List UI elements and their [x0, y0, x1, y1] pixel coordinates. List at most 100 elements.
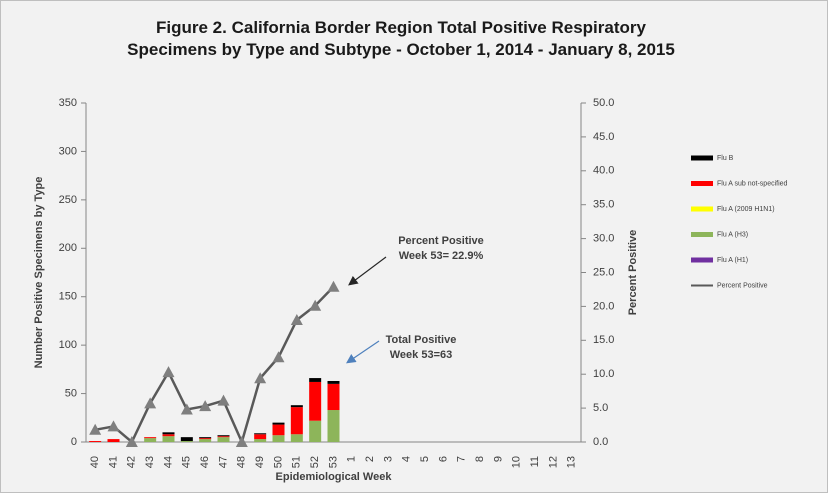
y2-tick-label: 10.0	[593, 368, 614, 380]
x-tick-label: 49	[254, 456, 266, 468]
x-tick-label: 9	[492, 456, 504, 462]
y-tick-label: 0	[71, 436, 77, 448]
x-tick-label: 10	[511, 456, 523, 468]
chart-title: Figure 2. California Border Region Total…	[127, 18, 675, 59]
marker	[290, 313, 303, 325]
bar	[272, 435, 285, 442]
y-tick-label: 350	[59, 97, 77, 109]
marker	[235, 436, 248, 447]
legend-label: Flu A (H3)	[717, 231, 748, 238]
y2-tick-label: 35.0	[593, 199, 614, 211]
bar	[254, 434, 267, 440]
legend-label: Percent Positive	[717, 282, 768, 289]
bar	[199, 438, 212, 440]
x-tick-label: 7	[456, 456, 468, 462]
marker	[125, 436, 138, 447]
x-tick-label: 11	[529, 456, 541, 467]
x-axis-label: Epidemiological Week	[276, 471, 393, 483]
bar	[217, 437, 230, 442]
y2-tick-label: 15.0	[593, 334, 614, 346]
annotation: Week 53=63	[390, 349, 453, 361]
legend-label: Flu A (2009 H1N1)	[717, 206, 775, 213]
x-tick-label: 13	[566, 456, 578, 468]
y-axis-label: Number Positive Specimens by Type	[33, 177, 45, 369]
bar	[162, 436, 175, 442]
y-tick-label: 50	[65, 387, 77, 399]
x-tick-label: 40	[89, 456, 101, 468]
y2-tick-label: 25.0	[593, 266, 614, 278]
y2-tick-label: 30.0	[593, 233, 614, 245]
x-tick-label: 51	[291, 456, 303, 468]
annotation: Total Positive	[386, 334, 457, 346]
y2-tick-label: 0.0	[593, 436, 608, 448]
y-tick-label: 100	[59, 339, 77, 351]
marker	[254, 372, 267, 384]
bar	[180, 441, 193, 442]
marker	[309, 299, 322, 311]
bar	[290, 434, 303, 442]
x-tick-label: 5	[419, 456, 431, 462]
bar	[89, 441, 102, 442]
bar	[327, 380, 340, 384]
x-tick-label: 45	[181, 456, 193, 468]
marker	[162, 366, 175, 378]
marker	[327, 280, 340, 292]
marker	[272, 351, 285, 363]
bar	[290, 407, 303, 435]
x-tick-label: 43	[144, 456, 156, 468]
bar	[144, 438, 157, 442]
marker	[217, 394, 230, 406]
x-tick-label: 52	[309, 456, 321, 468]
x-tick-label: 12	[547, 456, 559, 468]
y-tick-label: 200	[59, 242, 77, 254]
bar	[162, 432, 175, 435]
bar	[290, 405, 303, 408]
bar	[199, 437, 212, 439]
bar	[254, 439, 267, 442]
x-tick-label: 53	[327, 456, 339, 468]
bar	[309, 420, 322, 442]
y-tick-label: 300	[59, 145, 77, 157]
bar	[272, 422, 285, 425]
annotation: Percent Positive	[398, 235, 484, 247]
bar	[327, 410, 340, 442]
x-tick-label: 6	[437, 456, 449, 462]
x-tick-label: 4	[401, 456, 413, 462]
line	[94, 285, 335, 446]
x-tick-label: 44	[162, 456, 174, 468]
y-tick-label: 150	[59, 291, 77, 303]
x-tick-label: 42	[126, 456, 138, 468]
x-tick-label: 41	[107, 456, 119, 468]
legend-label: Flu B	[717, 155, 734, 162]
x-tick-label: 1	[346, 456, 358, 462]
y2-tick-label: 20.0	[593, 300, 614, 312]
legend-label: Flu A sub not-specified	[717, 180, 788, 187]
bar	[107, 439, 120, 442]
x-tick-label: 47	[217, 456, 229, 468]
x-tick-label: 3	[382, 456, 394, 462]
bar	[217, 435, 230, 437]
bar	[199, 439, 212, 442]
y2-tick-label: 50.0	[593, 97, 614, 109]
arrow	[348, 256, 387, 286]
y2-axis-label: Percent Positive	[627, 230, 639, 316]
x-tick-label: 8	[474, 456, 486, 462]
bar	[144, 437, 157, 439]
x-tick-label: 2	[364, 456, 376, 462]
bar	[180, 437, 193, 442]
y-tick-label: 250	[59, 194, 77, 206]
bar	[327, 383, 340, 411]
legend-label: Flu A (H1)	[717, 257, 748, 264]
marker	[199, 400, 212, 412]
marker	[107, 420, 120, 432]
marker	[89, 423, 102, 435]
annotation: Week 53= 22.9%	[399, 250, 484, 262]
arrow	[346, 340, 380, 364]
y2-tick-label: 5.0	[593, 402, 608, 414]
bar	[309, 381, 322, 421]
bar	[254, 433, 267, 435]
x-tick-label: 46	[199, 456, 211, 468]
y2-tick-label: 40.0	[593, 165, 614, 177]
